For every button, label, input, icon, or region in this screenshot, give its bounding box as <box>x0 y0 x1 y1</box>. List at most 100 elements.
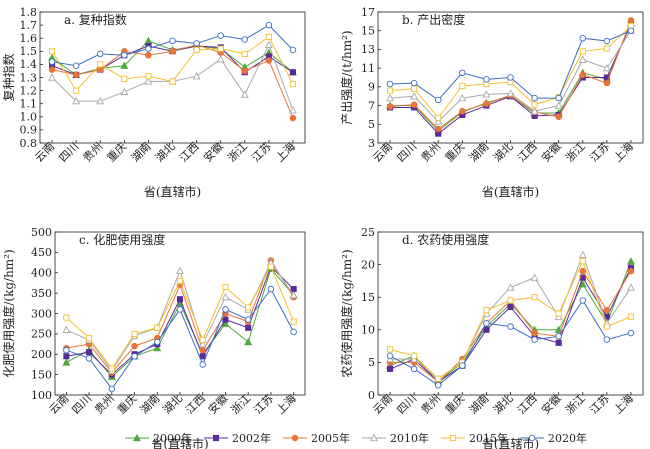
y-tick-label: 1.8 <box>20 6 38 19</box>
series-2005年 <box>63 257 297 376</box>
data-point <box>578 280 587 288</box>
data-point <box>267 285 275 293</box>
data-point <box>483 76 490 83</box>
series-2015年 <box>386 22 635 121</box>
series-line <box>390 253 632 380</box>
data-point <box>131 330 138 337</box>
legend: 2000年 2002年 2005年 2010年 2015年 2020年 <box>125 431 587 445</box>
y-tick-label: 15 <box>361 291 375 304</box>
data-point <box>627 17 635 24</box>
data-point <box>222 316 229 323</box>
chart-panels: 0.80.91.01.11.21.31.41.51.61.71.8云南 四川 贵州重… <box>1 6 644 449</box>
data-point <box>507 297 514 304</box>
panel-title: d. 农药使用强度 <box>402 232 489 247</box>
data-point <box>579 48 586 55</box>
legend-entry: 2005年 <box>283 431 350 445</box>
data-point <box>72 62 80 69</box>
y-tick-label: 7 <box>368 99 375 112</box>
data-point <box>108 365 115 372</box>
panel-1: 0.80.91.01.11.21.31.41.51.61.71.8云南 四川 贵州重… <box>1 6 306 199</box>
data-point <box>603 45 610 52</box>
data-point <box>459 107 466 115</box>
data-point <box>531 294 538 301</box>
series-line <box>389 261 632 383</box>
x-axis-title: 省(直辖市) <box>482 436 539 449</box>
data-point <box>627 329 635 337</box>
data-point <box>531 94 538 102</box>
data-point <box>483 320 490 327</box>
y-tick-label: 1.2 <box>20 84 38 97</box>
data-point <box>386 103 394 110</box>
data-point <box>434 125 442 133</box>
y-tick-label: 1.7 <box>20 19 38 32</box>
data-point <box>193 46 200 54</box>
x-tick-label: 四川 <box>395 140 420 165</box>
y-tick-label: 0.8 <box>20 137 38 150</box>
data-point <box>434 117 443 125</box>
data-point <box>86 334 93 342</box>
x-tick-label: 浙江 <box>229 392 254 417</box>
plot-frame <box>54 231 306 396</box>
data-point <box>386 352 394 360</box>
data-point <box>531 101 538 108</box>
y-tick-label: 10 <box>361 324 375 337</box>
data-point <box>48 73 57 81</box>
data-point <box>198 339 207 348</box>
legend-entry: 2010年 <box>362 431 429 445</box>
data-point <box>507 74 514 81</box>
y-tick-label: 450 <box>31 246 52 259</box>
data-point <box>555 310 562 317</box>
data-point <box>73 87 80 94</box>
legend-marker <box>370 433 378 442</box>
data-point <box>145 73 152 80</box>
y-tick-label: 1.3 <box>20 71 38 84</box>
data-point <box>154 324 161 331</box>
data-point <box>48 66 56 73</box>
data-point <box>241 50 248 57</box>
legend-marker <box>133 433 141 442</box>
data-point <box>176 277 184 284</box>
y-tick-label: 1.4 <box>20 58 38 71</box>
data-point <box>289 114 297 122</box>
x-tick-label: 江西 <box>183 392 208 417</box>
data-point <box>144 77 153 85</box>
data-point <box>435 375 442 382</box>
y-tick-label: 200 <box>31 348 52 361</box>
data-point <box>410 101 418 108</box>
data-point <box>288 106 297 114</box>
x-tick-label: 四川 <box>57 140 82 165</box>
data-point <box>222 283 229 291</box>
data-point <box>579 34 587 42</box>
x-tick-label: 江西 <box>515 392 540 417</box>
data-point <box>62 358 71 366</box>
legend-marker <box>291 434 299 442</box>
data-point <box>265 33 272 40</box>
data-point <box>289 291 298 299</box>
y-tick-label: 0.9 <box>20 124 38 137</box>
panel-title: b. 产出密度 <box>402 12 465 27</box>
data-point <box>169 37 176 45</box>
panel-title: a. 复种指数 <box>64 12 127 27</box>
data-point <box>289 46 297 54</box>
data-point <box>217 45 224 52</box>
x-tick-label: 江苏 <box>587 140 612 165</box>
data-point <box>72 71 80 79</box>
data-point <box>131 342 138 350</box>
y-tick-label: 350 <box>31 287 52 300</box>
y-tick-label: 15 <box>361 25 375 38</box>
x-tick-label: 湖南 <box>467 140 492 165</box>
data-point <box>411 85 418 92</box>
series-2015年 <box>63 263 297 372</box>
legend-marker <box>212 434 220 442</box>
y-tick-label: 500 <box>31 226 52 239</box>
data-point <box>169 78 176 85</box>
data-point <box>483 307 490 314</box>
data-point <box>603 323 610 330</box>
data-point <box>579 71 587 78</box>
data-point <box>264 40 273 48</box>
legend-entry: 2000年 <box>125 431 192 445</box>
data-point <box>265 21 273 29</box>
data-point <box>411 352 418 359</box>
